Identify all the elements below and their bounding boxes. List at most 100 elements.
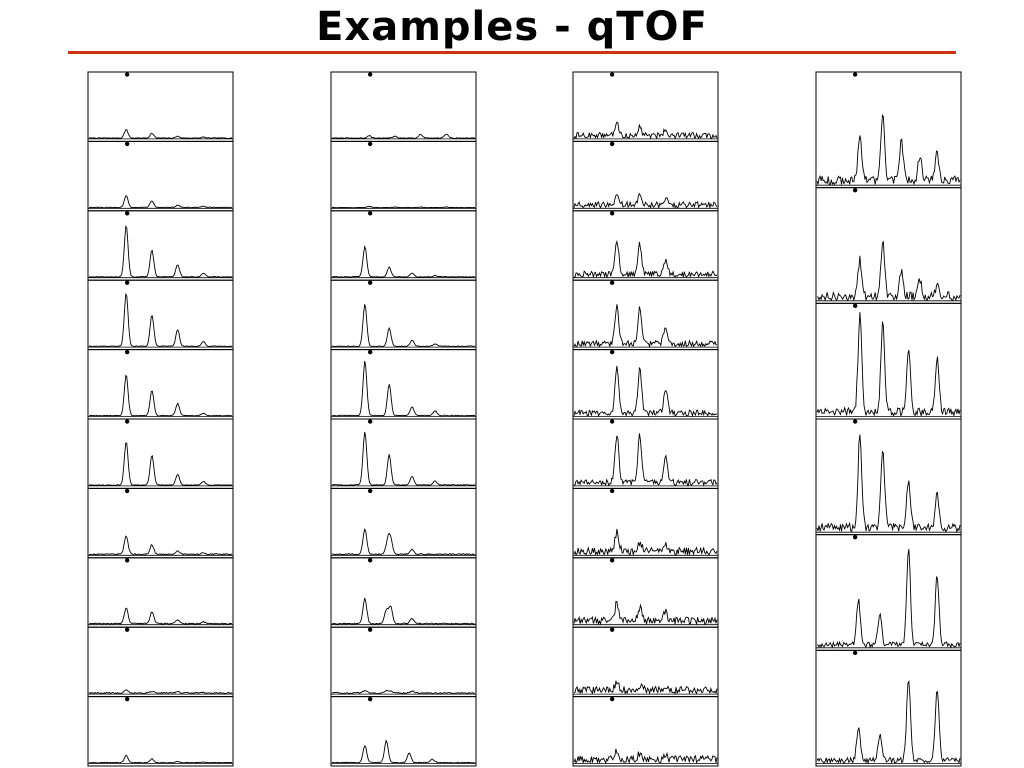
chromatogram-trace [573,121,718,140]
chromatogram-trace [89,374,233,417]
chromatogram-trace [88,607,233,625]
panel-frame [572,418,719,489]
chart-panel [572,557,719,628]
panel-frame [572,696,719,767]
chromatogram-trace [817,549,961,649]
chart-panel [87,557,234,628]
chart-panel [330,696,477,767]
panel-frame [815,302,962,420]
chart-column-3 [572,71,719,767]
panel-frame [815,418,962,536]
chart-panel [815,302,962,420]
panel-frame [330,210,477,281]
chart-panel [572,71,719,142]
chart-column-1 [87,71,234,767]
panel-marker-dot [609,558,615,563]
panel-marker-dot [609,72,615,77]
panel-marker-dot [124,696,130,702]
chromatogram-trace [88,689,233,695]
chart-panel [572,626,719,698]
panel-frame [815,187,962,304]
panel-frame [330,696,477,767]
panel-marker-dot [367,211,373,216]
panel-frame [572,71,719,142]
panel-frame [87,140,234,212]
chromatogram-trace [88,225,233,278]
chromatogram-trace [332,304,476,348]
chart-panel [87,626,234,698]
panel-frame [572,557,719,628]
panel-marker-dot [609,211,615,216]
panel-frame [330,626,477,698]
chart-panel [815,187,962,304]
panel-marker-dot [367,488,373,494]
panel-frame [87,557,234,628]
panel-marker-dot [124,488,130,494]
chart-panel [87,140,234,212]
chromatogram-trace [573,528,718,556]
chromatogram-trace [573,192,718,210]
chart-panel [572,210,719,281]
panel-frame [330,349,477,420]
chromatogram-trace [88,292,233,348]
panel-frame [815,649,962,767]
panel-frame [572,140,719,212]
chart-panel [330,71,477,142]
chart-panel [87,349,234,420]
chart-panel [87,418,234,489]
chart-panel [815,534,962,651]
panel-frame [330,487,477,559]
panel-frame [87,349,234,420]
chart-panel [87,210,234,281]
panel-frame [330,418,477,489]
chart-panel [330,140,477,212]
panel-marker-dot [609,280,615,285]
panel-frame [572,279,719,351]
chromatogram-trace [573,748,718,765]
panel-frame [87,71,234,142]
chart-panel [330,349,477,420]
panel-marker-dot [367,558,373,563]
chart-panel [572,696,719,767]
panel-marker-dot [609,627,615,632]
chart-panel [815,71,962,189]
panel-marker-dot [124,419,130,424]
panel-marker-dot [124,280,130,285]
chromatogram-trace [816,434,961,534]
panel-frame [330,140,477,212]
chart-panel [87,71,234,142]
chart-panel [330,626,477,698]
panel-marker-dot [124,558,130,563]
panel-marker-dot [609,488,615,494]
panel-frame [330,71,477,142]
panel-frame [87,279,234,351]
panel-frame [87,418,234,489]
chromatogram-trace [331,689,476,695]
chart-panel [330,418,477,489]
chromatogram-trace [331,133,475,139]
panel-marker-dot [124,72,130,77]
chart-panel [87,279,234,351]
panel-frame [572,210,719,281]
title-rule [68,51,956,54]
chromatogram-trace [88,129,233,139]
chart-panel [815,649,962,767]
panel-frame [572,487,719,559]
chart-panel [572,279,719,351]
chart-column-4 [815,71,962,767]
chart-panel [572,487,719,559]
chart-panel [572,349,719,420]
panel-frame [330,557,477,628]
chromatogram-trace [88,535,233,556]
chromatogram-trace [332,739,476,764]
panel-marker-dot [367,141,373,147]
panel-marker-dot [852,650,858,656]
slide-title: Examples - qTOF [316,4,708,50]
panel-marker-dot [609,419,615,424]
panel-frame [87,696,234,767]
chromatogram-trace [331,431,476,486]
chromatogram-trace [816,114,961,186]
panel-marker-dot [124,349,130,355]
chromatogram-trace [88,442,233,486]
panel-marker-dot [124,141,130,147]
